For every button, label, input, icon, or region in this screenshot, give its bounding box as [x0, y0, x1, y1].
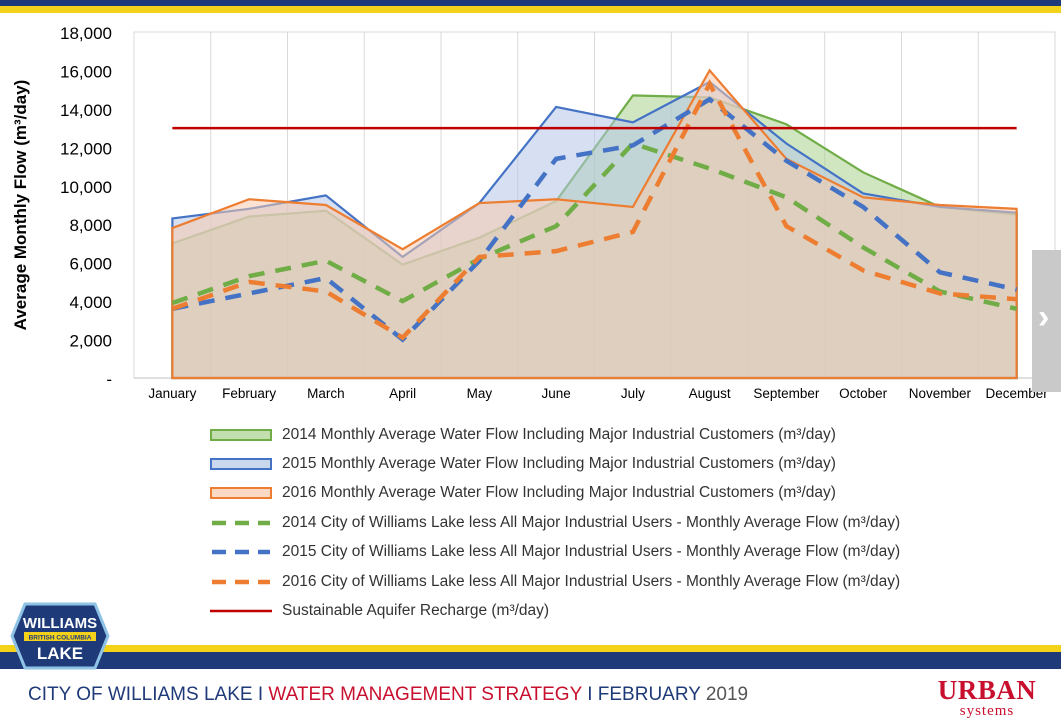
- chevron-right-icon: ›: [1038, 298, 1050, 336]
- legend-label: Sustainable Aquifer Recharge (m³/day): [282, 602, 550, 620]
- y-tick-label: 6,000: [69, 255, 112, 274]
- footer-strategy: WATER MANAGEMENT STRATEGY: [268, 684, 582, 705]
- legend-swatch: [210, 487, 272, 500]
- y-tick-label: 18,000: [60, 24, 112, 43]
- top-navy-stripe: [0, 0, 1061, 6]
- y-tick-label: -: [106, 370, 112, 389]
- legend-label: 2015 City of Williams Lake less All Majo…: [282, 543, 901, 561]
- legend-swatch: [212, 550, 270, 555]
- y-tick-label: 16,000: [60, 62, 112, 81]
- x-tick-label: September: [753, 386, 820, 401]
- brand-sub: systems: [959, 703, 1015, 719]
- x-tick-label: January: [148, 386, 196, 401]
- legend-swatch: [210, 609, 272, 613]
- y-tick-label: 2,000: [69, 332, 112, 351]
- legend-label: 2014 City of Williams Lake less All Majo…: [282, 513, 901, 531]
- legend-swatch: [210, 428, 272, 441]
- chart-legend: 2014 Monthly Average Water Flow Includin…: [210, 420, 1010, 626]
- footer-year: 2019: [700, 684, 749, 705]
- legend-swatch: [212, 579, 270, 584]
- footer-title: CITY OF WILLIAMS LAKE I WATER MANAGEMENT…: [28, 684, 748, 706]
- flow-chart: - 2,000 4,000 6,000 8,000 10,000 12,000 14,000 1…: [11, 24, 1056, 401]
- legend-item: Sustainable Aquifer Recharge (m³/day): [210, 596, 1010, 625]
- bottom-gold-stripe: [0, 645, 1061, 652]
- chart-areas: [171, 68, 1018, 380]
- x-tick-label: April: [389, 386, 416, 401]
- legend-swatch-fill: [210, 487, 272, 500]
- dashed-series-4: [171, 140, 1018, 311]
- x-tick-label: November: [909, 386, 972, 401]
- x-tick-label: May: [467, 386, 493, 401]
- legend-swatch-fill: [210, 428, 272, 441]
- chart-lines: [171, 79, 1018, 343]
- legend-item: 2015 City of Williams Lake less All Majo…: [210, 538, 1010, 567]
- x-tick-label: February: [222, 386, 276, 401]
- top-banner: [0, 0, 1061, 14]
- legend-item: 2016 City of Williams Lake less All Majo…: [210, 567, 1010, 596]
- legend-label: 2015 Monthly Average Water Flow Includin…: [282, 455, 836, 473]
- footer-month: FEBRUARY: [597, 684, 701, 705]
- y-tick-label: 8,000: [69, 216, 112, 235]
- logo-line-3: LAKE: [37, 644, 83, 663]
- x-axis-ticks: January February March April May June July Augu…: [148, 386, 1048, 401]
- footer-separator: I: [581, 684, 598, 705]
- y-tick-label: 10,000: [60, 178, 112, 197]
- legend-swatch: [212, 520, 270, 526]
- legend-item: 2016 Monthly Average Water Flow Includin…: [210, 479, 1010, 508]
- y-tick-label: 14,000: [60, 101, 112, 120]
- legend-item: 2015 Monthly Average Water Flow Includin…: [210, 449, 1010, 478]
- area-series-3: [171, 68, 1018, 380]
- bottom-navy-stripe: [0, 652, 1061, 669]
- y-axis-label: Average Monthly Flow (m³/day): [11, 80, 30, 331]
- y-axis-ticks: - 2,000 4,000 6,000 8,000 10,000 12,000 14,000 1…: [60, 24, 112, 389]
- legend-label: 2016 City of Williams Lake less All Majo…: [282, 572, 901, 590]
- legend-label: 2016 Monthly Average Water Flow Includin…: [282, 484, 836, 502]
- williams-lake-logo: WILLIAMS BRITISH COLUMBIA LAKE: [10, 602, 110, 670]
- x-tick-label: July: [621, 386, 645, 401]
- legend-swatch: [210, 458, 272, 471]
- legend-swatch-fill: [210, 458, 272, 471]
- dashed-series-6: [171, 79, 1017, 341]
- x-tick-label: October: [839, 386, 888, 401]
- dashed-series-5: [171, 96, 1018, 343]
- top-gold-stripe: [0, 6, 1061, 13]
- x-tick-label: August: [689, 386, 731, 401]
- footer-city: CITY OF WILLIAMS LAKE: [28, 684, 253, 705]
- legend-item: 2014 City of Williams Lake less All Majo…: [210, 508, 1010, 537]
- legend-label: 2014 Monthly Average Water Flow Includin…: [282, 425, 836, 443]
- logo-line-2: BRITISH COLUMBIA: [29, 635, 92, 642]
- logo-line-1: WILLIAMS: [23, 615, 97, 632]
- x-tick-label: June: [541, 386, 570, 401]
- brand-name: URBAN: [937, 675, 1037, 705]
- legend-item: 2014 Monthly Average Water Flow Includin…: [210, 420, 1010, 449]
- y-tick-label: 12,000: [60, 139, 112, 158]
- x-tick-label: March: [307, 386, 345, 401]
- urban-systems-logo: URBAN systems: [928, 675, 1046, 719]
- next-slide-button[interactable]: ›: [1032, 250, 1061, 392]
- footer-separator: I: [252, 684, 269, 705]
- y-tick-label: 4,000: [69, 293, 112, 312]
